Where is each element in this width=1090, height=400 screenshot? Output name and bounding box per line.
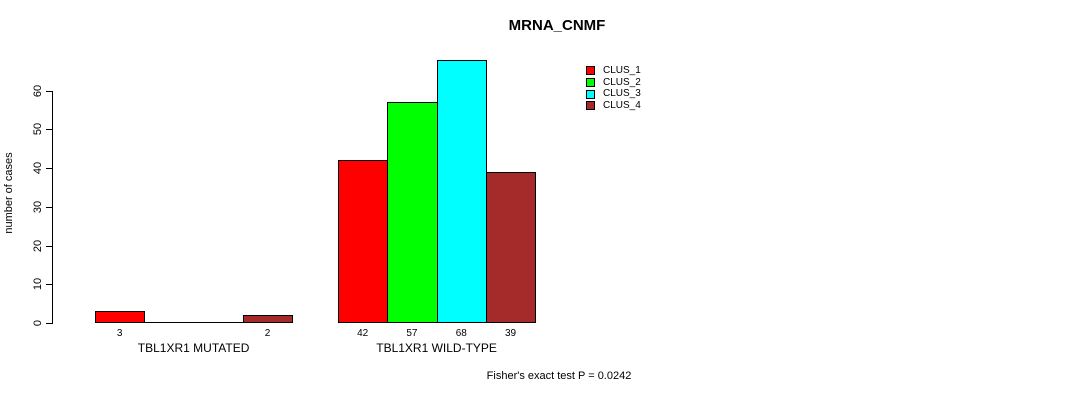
y-axis-tick (46, 284, 53, 286)
y-axis-tick (46, 90, 53, 92)
x-group-label: TBL1XR1 MUTATED (137, 341, 250, 355)
bar-clus_3-zero (193, 322, 244, 323)
bar-value-label: 57 (406, 328, 418, 339)
legend: CLUS_1 CLUS_2 CLUS_3 CLUS_4 (586, 65, 641, 112)
legend-item: CLUS_4 (586, 100, 641, 112)
y-axis-tick (46, 245, 53, 247)
y-axis-tick-label: 20 (32, 239, 44, 252)
y-axis-tick (46, 206, 53, 208)
bar-clus_4 (485, 171, 537, 323)
y-axis-tick-label: 50 (32, 123, 44, 136)
legend-label: CLUS_3 (603, 88, 641, 100)
legend-swatch-clus_4 (586, 101, 595, 111)
bar-clus_3 (436, 59, 487, 323)
legend-swatch-clus_1 (586, 66, 595, 76)
bar-clus_1 (338, 160, 389, 323)
bar-clus_2 (387, 102, 438, 323)
x-group-label: TBL1XR1 WILD-TYPE (376, 341, 497, 355)
y-axis-tick (46, 129, 53, 131)
legend-swatch-clus_3 (586, 89, 595, 99)
bar-value-label: 39 (504, 328, 517, 339)
legend-item: CLUS_3 (586, 88, 641, 100)
y-axis-tick-label: 60 (32, 84, 44, 97)
chart-title: MRNA_CNMF (508, 17, 606, 34)
stat-annotation: Fisher's exact test P = 0.0242 (486, 370, 632, 382)
y-axis-tick (46, 168, 53, 170)
y-axis-tick-label: 30 (32, 200, 44, 213)
bar-value-label: 42 (357, 328, 369, 339)
legend-label: CLUS_1 (603, 64, 641, 76)
bar-value-label: 2 (264, 328, 271, 339)
bar-clus_1 (95, 311, 146, 323)
y-axis-tick-label: 40 (32, 161, 44, 175)
legend-label: CLUS_4 (603, 99, 641, 111)
y-axis-tick-label: 0 (32, 319, 44, 327)
legend-swatch-clus_2 (586, 78, 595, 88)
legend-item: CLUS_2 (586, 77, 641, 89)
legend-label: CLUS_2 (603, 76, 641, 88)
bar-clus_4 (242, 315, 294, 323)
y-axis-label: number of cases (3, 152, 15, 234)
y-axis-tick-label: 10 (32, 278, 44, 291)
bar-clus_2-zero (144, 322, 195, 323)
y-axis-tick (46, 323, 53, 324)
bar-value-label: 68 (455, 328, 467, 339)
bar-value-label: 3 (116, 328, 123, 339)
legend-item: CLUS_1 (586, 65, 641, 77)
